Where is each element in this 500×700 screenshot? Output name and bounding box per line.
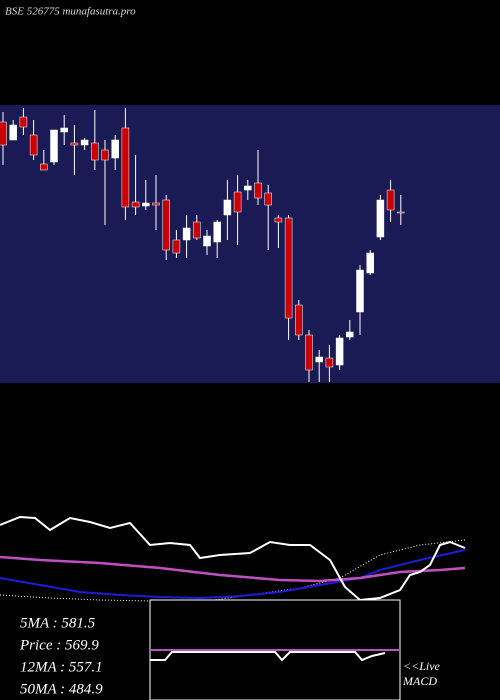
candle-body bbox=[295, 304, 303, 336]
candle-body bbox=[264, 192, 272, 206]
macd-link-text[interactable]: <<Live bbox=[403, 659, 441, 673]
macd-link-text[interactable]: MACD bbox=[402, 674, 437, 688]
stat-line: 12MA : 557.1 bbox=[20, 659, 103, 675]
candle-body bbox=[40, 163, 48, 171]
candle-body bbox=[9, 124, 17, 141]
price-panel bbox=[0, 105, 500, 383]
candle-body bbox=[101, 149, 109, 161]
candle-body bbox=[70, 142, 79, 146]
indicator-line bbox=[0, 539, 466, 603]
candle-body bbox=[366, 252, 374, 274]
macd-line bbox=[150, 651, 386, 662]
candle-body bbox=[254, 182, 262, 199]
candle-body bbox=[223, 199, 232, 216]
candle-body bbox=[356, 269, 364, 313]
indicator-line bbox=[0, 549, 466, 600]
candle-body bbox=[29, 134, 38, 156]
stat-line: Price : 569.9 bbox=[19, 637, 99, 653]
candle-body bbox=[244, 185, 252, 191]
stat-line: 5MA : 581.5 bbox=[20, 615, 96, 631]
candle-body bbox=[397, 211, 405, 214]
candle-body bbox=[91, 142, 99, 161]
candle-body bbox=[142, 202, 150, 207]
candle-body bbox=[50, 129, 58, 163]
candle-body bbox=[172, 239, 181, 254]
candle-body bbox=[0, 121, 7, 146]
candle-body bbox=[213, 221, 221, 243]
stats: 5MA : 581.5 Price : 569.9 12MA : 557.1 50MA… bbox=[19, 615, 103, 697]
indicator-line bbox=[0, 515, 466, 602]
candle-body bbox=[203, 235, 211, 247]
candle-body bbox=[386, 189, 395, 211]
candle-body bbox=[284, 217, 293, 319]
candle-body bbox=[315, 356, 323, 363]
candle-body bbox=[274, 217, 283, 223]
indicator-line bbox=[0, 555, 466, 583]
stat-line: 50MA : 484.9 bbox=[20, 681, 103, 697]
indicator-panel bbox=[0, 515, 466, 603]
candle-body bbox=[19, 116, 28, 128]
candle-body bbox=[346, 331, 354, 338]
candle-body bbox=[162, 199, 170, 251]
candle-body bbox=[233, 191, 242, 213]
candle-body bbox=[121, 127, 130, 208]
candle-body bbox=[325, 357, 334, 368]
candle-body bbox=[182, 227, 191, 241]
candle-body bbox=[131, 201, 140, 208]
candle-body bbox=[152, 202, 160, 206]
candle-body bbox=[335, 337, 344, 366]
candle-body bbox=[111, 139, 119, 159]
candle-body bbox=[376, 199, 385, 238]
candle-body bbox=[80, 139, 89, 146]
chart-title: BSE 526775 munafasutra.pro bbox=[5, 6, 136, 18]
candle-body bbox=[305, 334, 313, 371]
candle-body bbox=[193, 221, 201, 239]
candle-body bbox=[60, 127, 68, 133]
